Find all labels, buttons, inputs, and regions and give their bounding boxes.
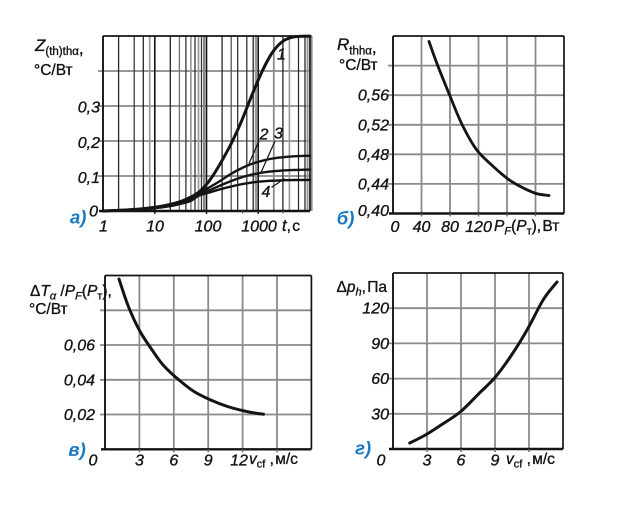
svg-text:0,1: 0,1 [78,170,100,187]
svg-text:а): а) [70,207,86,228]
svg-text:3: 3 [274,126,283,143]
svg-text:в): в) [68,439,85,460]
svg-text:°C/Вт: °C/Вт [29,301,68,318]
svg-text:Δph, Па: Δph, Па [337,279,388,299]
svg-text:0,40: 0,40 [358,203,389,220]
svg-text:0,52: 0,52 [358,117,389,134]
svg-text:60: 60 [371,371,389,388]
svg-text:10: 10 [146,219,164,236]
svg-text:0,3: 0,3 [78,100,100,117]
svg-text:vcf , м/с: vcf , м/с [506,451,555,471]
svg-text:PF(Pт), Вт: PF(Pт), Вт [494,218,559,238]
svg-text:1000: 1000 [241,219,277,236]
svg-text:80: 80 [441,219,459,236]
svg-text:0: 0 [89,453,98,470]
svg-text:°C/Вт: °C/Вт [339,57,378,74]
svg-text:0,2: 0,2 [78,135,100,152]
svg-text:°C/Вт: °C/Вт [34,62,73,79]
svg-text:б): б) [337,208,355,229]
svg-text:120: 120 [362,301,389,318]
svg-text:6: 6 [457,453,466,470]
svg-text:90: 90 [371,336,389,353]
svg-text:0,06: 0,06 [64,338,95,355]
svg-text:0,48: 0,48 [358,147,389,164]
svg-text:3: 3 [135,453,144,470]
svg-text:t, с: t, с [282,217,300,235]
svg-text:0,44: 0,44 [358,176,389,193]
svg-text:9: 9 [204,453,213,470]
svg-text:0,04: 0,04 [64,372,95,389]
svg-text:г): г) [355,438,371,459]
svg-text:0,02: 0,02 [64,407,95,424]
svg-text:4: 4 [262,184,271,201]
svg-text:6: 6 [169,453,178,470]
svg-text:0: 0 [89,204,98,221]
svg-text:0,56: 0,56 [358,88,389,105]
svg-text:2: 2 [259,127,269,144]
svg-text:0: 0 [377,453,386,470]
svg-text:0: 0 [391,219,400,236]
svg-text:1: 1 [277,47,286,64]
svg-text:3: 3 [423,453,432,470]
svg-text:1: 1 [99,219,108,236]
svg-text:40: 40 [413,219,431,236]
svg-text:vcf , м/с: vcf , м/с [249,451,298,471]
svg-text:12: 12 [230,453,248,470]
svg-text:9: 9 [491,453,500,470]
svg-text:120: 120 [465,219,492,236]
svg-text:30: 30 [371,406,389,423]
svg-text:100: 100 [195,219,222,236]
